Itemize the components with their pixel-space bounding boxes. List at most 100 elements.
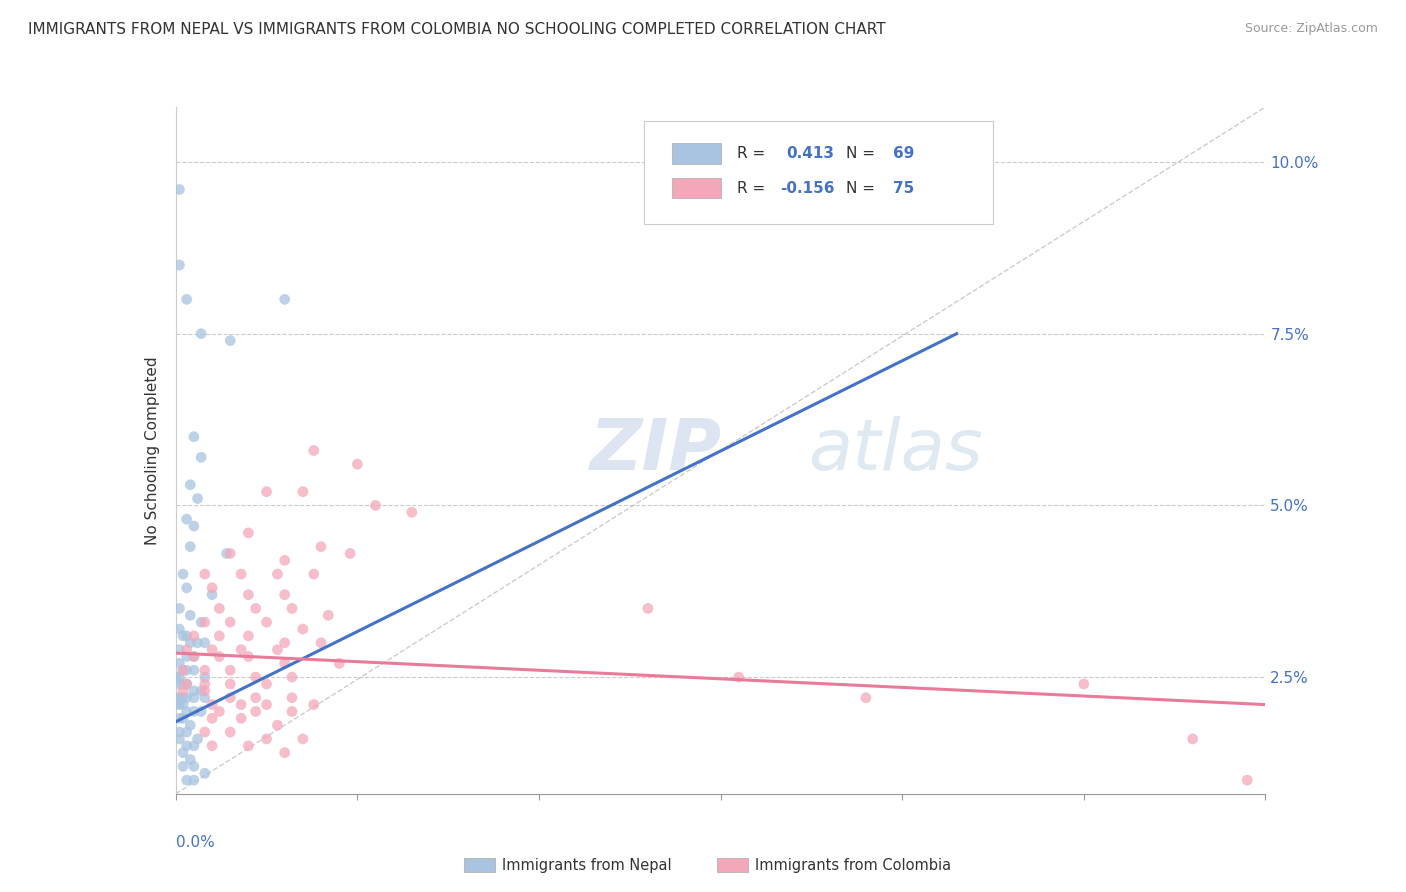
Point <box>169 677 191 691</box>
Point <box>179 636 201 650</box>
Text: Immigrants from Colombia: Immigrants from Colombia <box>755 858 950 872</box>
Point <box>208 649 231 664</box>
Point <box>274 657 297 671</box>
Point <box>179 718 201 732</box>
Point <box>637 601 659 615</box>
Point <box>172 663 194 677</box>
Point <box>231 567 253 582</box>
Point <box>238 649 260 664</box>
Point <box>274 636 297 650</box>
Point <box>169 258 191 272</box>
Point <box>176 663 198 677</box>
Point <box>219 725 242 739</box>
Point <box>302 567 325 582</box>
Point <box>190 450 212 465</box>
Point <box>176 629 198 643</box>
Point <box>183 759 205 773</box>
Point <box>215 546 238 561</box>
Point <box>172 690 194 705</box>
Point <box>291 622 314 636</box>
Point <box>245 670 267 684</box>
Point <box>238 739 260 753</box>
Point <box>245 705 267 719</box>
Text: IMMIGRANTS FROM NEPAL VS IMMIGRANTS FROM COLOMBIA NO SCHOOLING COMPLETED CORRELA: IMMIGRANTS FROM NEPAL VS IMMIGRANTS FROM… <box>28 22 886 37</box>
Point <box>183 773 205 788</box>
Point <box>176 690 198 705</box>
Text: 0.0%: 0.0% <box>176 835 215 850</box>
Point <box>169 711 191 725</box>
Point <box>855 690 877 705</box>
Point <box>172 683 194 698</box>
Point <box>183 705 205 719</box>
Point <box>169 601 191 615</box>
Point <box>183 629 205 643</box>
Point <box>219 546 242 561</box>
Point <box>208 705 231 719</box>
Point <box>281 670 304 684</box>
Point <box>176 705 198 719</box>
Point <box>238 525 260 540</box>
Point <box>172 711 194 725</box>
Point <box>274 553 297 567</box>
Text: 69: 69 <box>893 146 914 161</box>
Point <box>165 698 187 712</box>
Point <box>176 293 198 307</box>
Text: 75: 75 <box>893 180 914 195</box>
Point <box>176 677 198 691</box>
Point <box>256 731 278 746</box>
Point <box>183 739 205 753</box>
Point <box>183 683 205 698</box>
Point <box>183 430 205 444</box>
Point <box>302 698 325 712</box>
Point <box>176 642 198 657</box>
Point <box>172 567 194 582</box>
Y-axis label: No Schooling Completed: No Schooling Completed <box>145 356 160 545</box>
Point <box>176 739 198 753</box>
Point <box>256 677 278 691</box>
Point <box>245 601 267 615</box>
Point <box>201 581 224 595</box>
Point <box>169 182 191 196</box>
Point <box>256 615 278 630</box>
Point <box>266 718 288 732</box>
Text: Source: ZipAtlas.com: Source: ZipAtlas.com <box>1244 22 1378 36</box>
Point <box>176 649 198 664</box>
FancyBboxPatch shape <box>672 144 721 164</box>
FancyBboxPatch shape <box>644 120 993 224</box>
Point <box>281 705 304 719</box>
Point <box>281 690 304 705</box>
Point <box>256 698 278 712</box>
Point <box>219 690 242 705</box>
Point <box>231 642 253 657</box>
Point <box>274 588 297 602</box>
Point <box>176 581 198 595</box>
Point <box>183 690 205 705</box>
Point <box>194 636 217 650</box>
Point <box>208 629 231 643</box>
Point <box>291 484 314 499</box>
Point <box>194 725 217 739</box>
Text: R =: R = <box>737 146 765 161</box>
Point <box>364 499 387 513</box>
Point <box>179 540 201 554</box>
Point <box>201 698 224 712</box>
Point <box>190 705 212 719</box>
Point <box>186 491 209 506</box>
Point <box>401 505 423 519</box>
Point <box>274 746 297 760</box>
Point <box>194 766 217 780</box>
Point <box>183 663 205 677</box>
Point <box>201 739 224 753</box>
Point <box>179 753 201 767</box>
Point <box>169 698 191 712</box>
Point <box>891 189 914 203</box>
Point <box>169 642 191 657</box>
Point <box>238 588 260 602</box>
Point <box>219 677 242 691</box>
Point <box>274 293 297 307</box>
Point <box>165 670 187 684</box>
Point <box>190 683 212 698</box>
Point <box>219 615 242 630</box>
Point <box>176 725 198 739</box>
Point <box>186 636 209 650</box>
